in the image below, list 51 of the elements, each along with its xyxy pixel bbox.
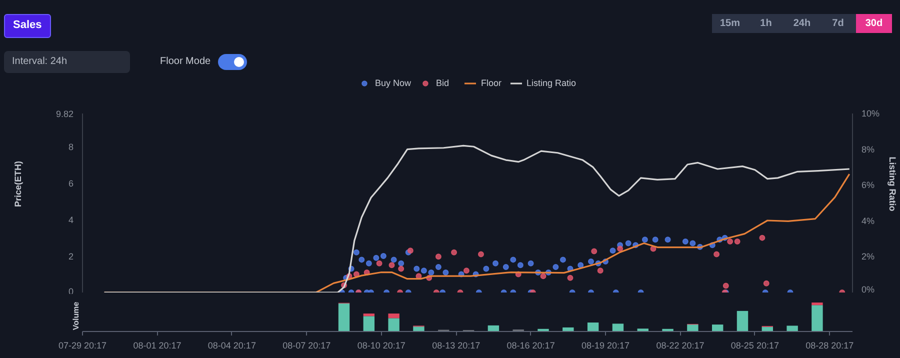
y2-tick-label: 10% xyxy=(862,108,880,118)
x-tick-label: 08-13 20:17 xyxy=(432,340,480,350)
x-tick-label: 08-01 20:17 xyxy=(133,340,182,350)
bar xyxy=(363,316,375,332)
legend-label: Bid xyxy=(436,78,450,88)
y2-tick-label: 4% xyxy=(862,216,875,226)
x-tick-label: 08-16 20:17 xyxy=(506,340,555,350)
x-tick-label: 08-04 20:17 xyxy=(208,340,256,350)
text: 30d xyxy=(856,14,892,33)
y2-axis-title: Listing Ratio xyxy=(888,156,898,212)
bar xyxy=(413,326,424,332)
bar xyxy=(338,303,350,332)
text: Floor Mode xyxy=(160,55,211,69)
bar xyxy=(388,318,400,332)
x-tick-label: 08-28 20:17 xyxy=(806,340,854,350)
x-tick-label: 08-07 20:17 xyxy=(282,340,331,350)
y-tick-label: 8 xyxy=(68,142,74,152)
bar xyxy=(388,314,400,318)
bar xyxy=(736,310,748,332)
bar xyxy=(812,305,823,332)
bar xyxy=(363,314,375,316)
bar xyxy=(612,324,624,332)
y-tick-label: 9.82 xyxy=(56,109,74,119)
text: Sales xyxy=(4,14,51,38)
y-tick-label: 2 xyxy=(68,252,74,262)
x-tick-label: 08-22 20:17 xyxy=(656,340,704,350)
legend-label: Listing Ratio xyxy=(526,78,576,88)
legend-label: Buy Now xyxy=(374,78,411,88)
bar xyxy=(786,326,798,332)
bar xyxy=(587,322,599,332)
text: Interval: 24h xyxy=(4,51,130,73)
x-tick-label: 08-19 20:17 xyxy=(582,340,630,350)
x-tick-label: 08-10 20:17 xyxy=(357,340,406,350)
bar xyxy=(712,324,724,332)
y-tick-label: 4 xyxy=(68,215,74,226)
text: 1h xyxy=(748,14,784,33)
bar xyxy=(812,302,823,306)
text: 7d xyxy=(820,14,856,33)
text: 15m xyxy=(712,14,748,33)
y2-tick-label: 0% xyxy=(862,284,875,294)
bar xyxy=(687,324,698,332)
text: 24h xyxy=(784,14,820,33)
y2-tick-label: 6% xyxy=(862,180,875,190)
legend-label: Floor xyxy=(480,78,502,88)
y-axis-title: Volume xyxy=(72,301,80,330)
y-tick-label: 6 xyxy=(68,178,74,189)
y-axis-title: Price(ETH) xyxy=(12,160,23,208)
y2-tick-label: 2% xyxy=(862,252,875,262)
y2-tick-label: 8% xyxy=(862,144,875,154)
x-tick-label: 08-25 20:17 xyxy=(730,340,779,350)
x-tick-label: 07-29 20:17 xyxy=(58,340,107,350)
